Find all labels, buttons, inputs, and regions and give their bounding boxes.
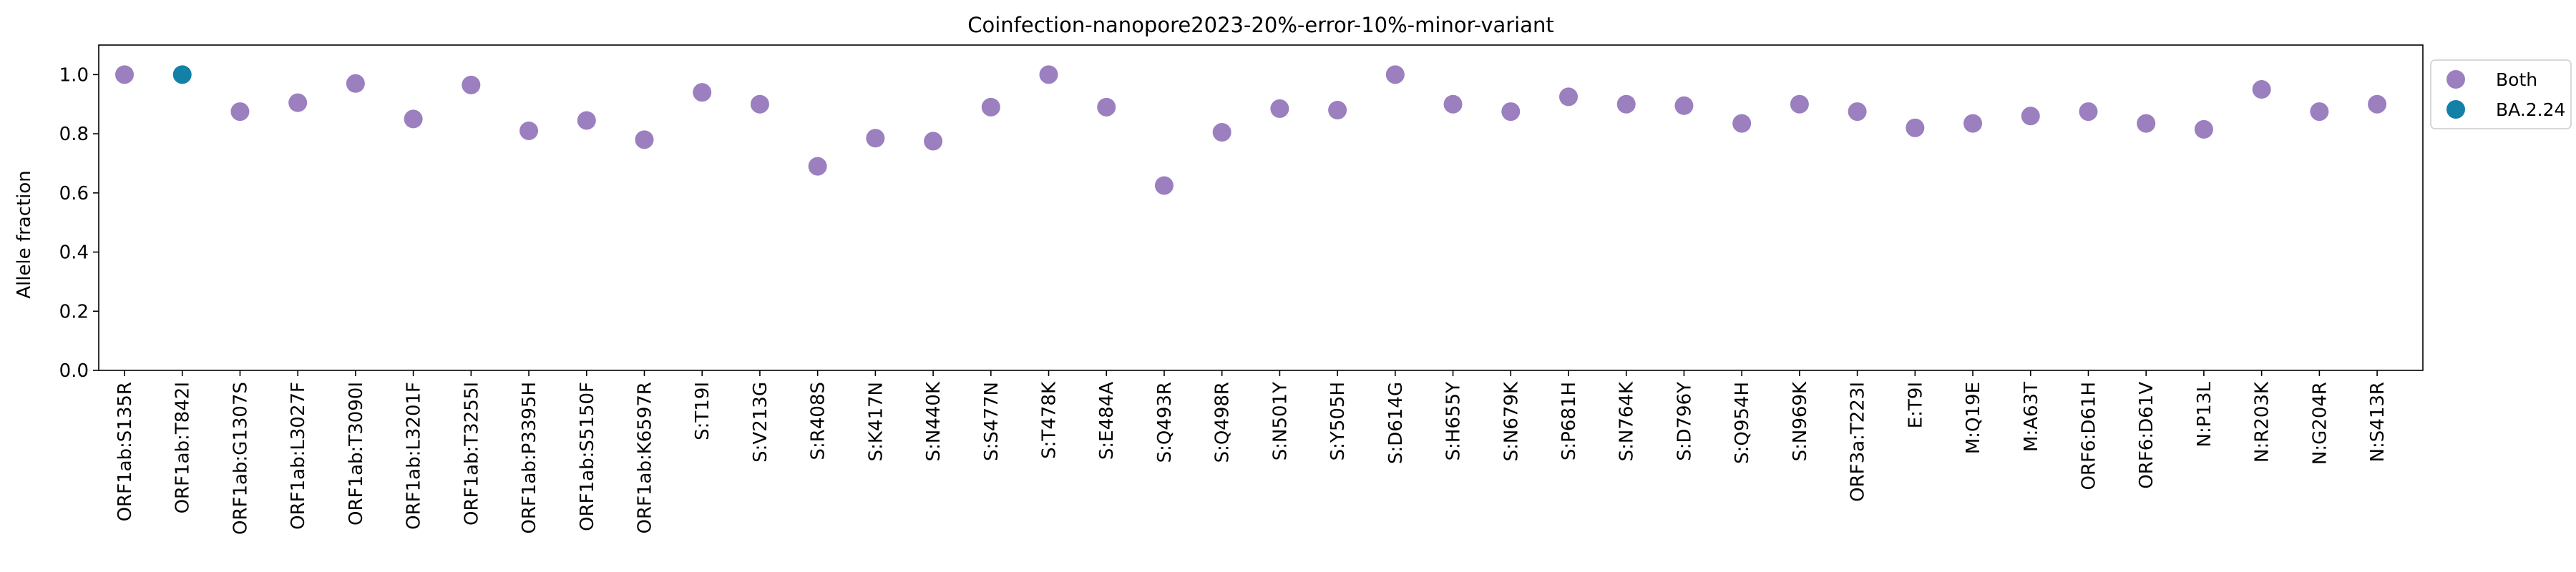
data-point-both [981,97,1000,117]
x-tick-label: ORF1ab:S5150F [577,382,598,531]
data-point-both [1212,123,1231,142]
x-tick-label: ORF1ab:T3255I [461,382,482,526]
data-point-both [2021,107,2040,126]
data-point-both [2137,114,2156,133]
x-tick-label: ORF1ab:G1307S [230,382,251,535]
x-tick-label: ORF1ab:T3090I [346,382,367,526]
x-tick-label: S:E484A [1096,382,1118,460]
x-tick-label: ORF1ab:T842I [172,382,194,513]
data-point-both [1097,97,1116,117]
x-tick-label: N:P13L [2194,381,2215,447]
x-tick-label: S:P681H [1558,382,1580,460]
plot-frame [98,44,2424,371]
y-tick-label: 0.4 [59,242,89,264]
x-tick-label: ORF1ab:L3027F [288,382,309,530]
y-axis-ticks: 0.0 0.2 0.4 0.6 0.8 1.0 [59,64,99,382]
data-point-both [808,157,827,176]
data-point-both [115,65,134,84]
data-point-both [635,130,654,149]
data-point-both [1732,114,1752,133]
legend-label-ba-2-24: BA.2.24 [2496,99,2565,120]
data-point-both [519,121,539,140]
data-point-both [693,83,712,102]
data-point-both [1963,114,1983,133]
data-point-both [1616,94,1636,114]
data-point-both [1906,118,1925,137]
x-tick-label: M:Q19E [1963,382,1984,454]
x-tick-label: S:D796Y [1674,382,1695,461]
x-tick-label: N:G204R [2309,382,2331,465]
data-point-both [230,102,250,122]
y-tick-label: 1.0 [59,64,89,86]
x-tick-label: ORF1ab:L3201F [404,382,425,530]
x-tick-label: M:A63T [2021,382,2042,452]
data-point-both [1501,102,1521,122]
data-point-both [577,111,596,130]
chart-title: Coinfection-nanopore2023-20%-error-10%-m… [967,13,1554,37]
legend-box [2430,59,2572,129]
data-point-both [288,93,308,112]
data-point-both [750,94,769,114]
data-point-both [404,109,423,129]
data-points [115,65,2387,195]
data-point-both [346,74,365,93]
data-point-both [2252,80,2271,99]
x-tick-label: S:N440K [923,381,945,461]
x-tick-label: S:T19I [692,382,713,440]
x-tick-label: ORF6:D61H [2078,382,2099,490]
x-tick-label: S:N501Y [1269,382,1291,460]
x-tick-label: S:N679K [1501,381,1522,461]
x-tick-label: S:N969K [1790,381,1811,461]
x-tick-label: S:S477N [981,382,1002,461]
y-tick-label: 0.2 [59,301,89,322]
y-tick-label: 0.0 [59,360,89,382]
legend-marker-ba-2-24 [2446,100,2465,119]
data-point-both [2310,102,2329,122]
legend-label-both: Both [2496,69,2537,90]
data-point-both [1790,94,1809,114]
data-point-both [1154,176,1174,195]
y-tick-label: 0.8 [59,124,89,145]
x-tick-label: ORF1ab:S135R [114,382,136,521]
x-tick-label: S:K417N [865,382,887,461]
data-point-both [1674,96,1694,115]
data-point-both [1270,99,1289,118]
x-tick-label: S:Q493R [1154,382,1176,463]
x-tick-label: S:N764K [1616,381,1638,461]
x-tick-label: ORF1ab:P3395H [519,382,540,534]
data-point-both [462,75,481,94]
x-tick-label: ORF6:D61V [2136,382,2157,489]
x-tick-label: E:T9I [1905,382,1926,428]
data-point-both [866,129,885,148]
data-point-both [2079,102,2098,122]
data-point-both [2368,94,2387,114]
x-tick-label: S:R408S [808,382,829,460]
y-axis-label: Allele fraction [14,170,35,299]
x-tick-label: S:V213G [750,382,771,463]
x-tick-label: S:H655Y [1443,382,1465,460]
x-axis-ticks: ORF1ab:S135R ORF1ab:T842I ORF1ab:G1307S ORF… [114,370,2389,535]
x-tick-label: ORF1ab:K6597R [634,382,655,534]
x-tick-label: N:R203K [2252,381,2273,463]
data-point-both [2194,119,2213,139]
legend-marker-both [2446,70,2465,89]
data-point-both [1385,65,1405,84]
x-tick-label: N:S413R [2367,382,2389,462]
data-point-both [1328,101,1347,119]
data-point-both [1848,102,1867,122]
legend: Both BA.2.24 [2430,59,2572,129]
x-tick-label: S:Y505H [1327,382,1349,460]
x-tick-label: ORF3a:T223I [1848,382,1869,502]
x-tick-label: S:Q498R [1212,382,1234,463]
data-point-both [1443,94,1463,114]
y-tick-label: 0.6 [59,183,89,204]
x-tick-label: S:T478K [1039,381,1060,459]
data-point-both [1039,65,1058,84]
x-tick-label: S:D614G [1385,382,1407,464]
data-point-ba-2-24 [172,65,192,84]
data-point-both [924,132,943,151]
data-point-both [1559,87,1578,107]
x-tick-label: S:Q954H [1732,382,1753,464]
